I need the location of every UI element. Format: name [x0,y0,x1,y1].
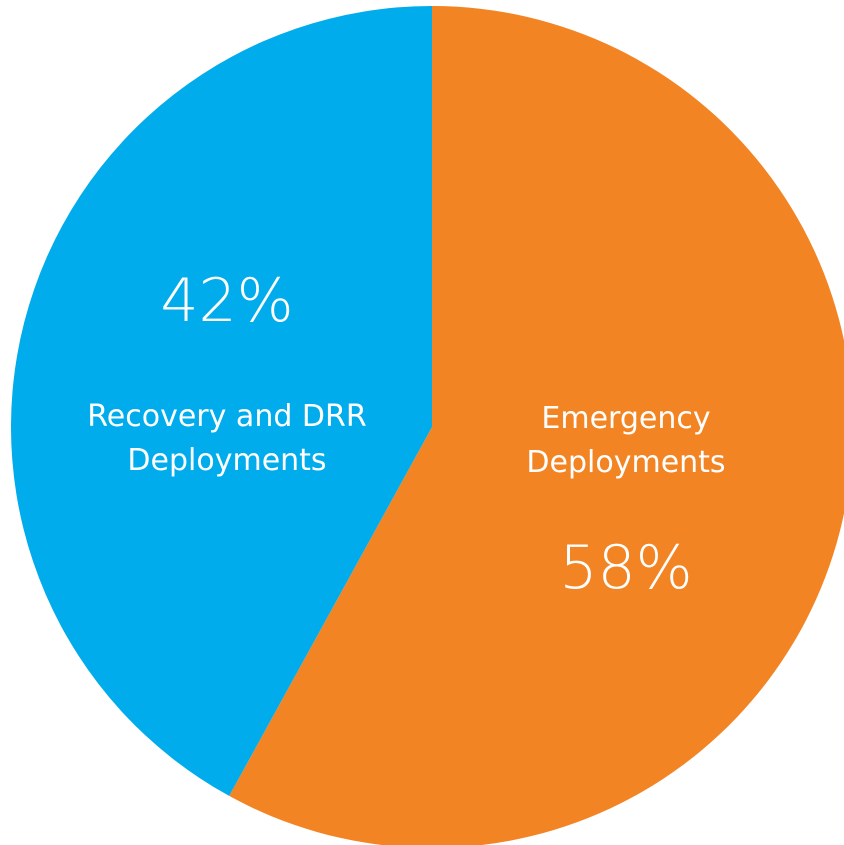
slice-label-emergency-line2: Deployments [526,445,725,480]
slice-label-recovery-line2: Deployments [127,443,326,478]
slice-label-recovery-line1: Recovery and DRR [87,399,366,434]
pie-slice-emergency [229,6,844,845]
slice-value-recovery: 42% [160,266,293,336]
pie-slices [10,5,844,845]
slice-label-emergency-line1: Emergency [541,401,710,436]
slice-value-emergency: 58% [559,533,692,603]
pie-slice-recovery [10,5,432,796]
